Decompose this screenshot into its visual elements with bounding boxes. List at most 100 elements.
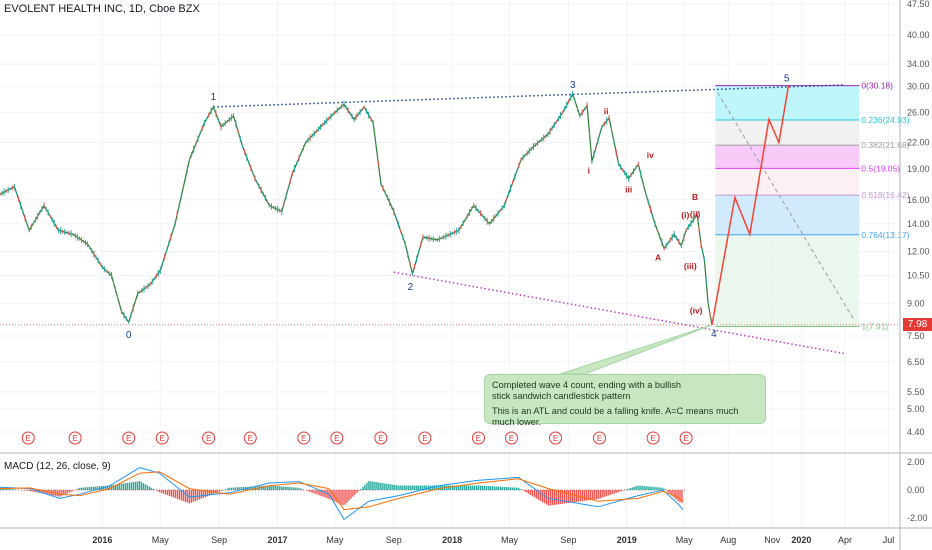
x-tick-label: 2018: [442, 535, 462, 545]
earnings-marker-label: E: [126, 434, 131, 443]
earnings-marker-label: E: [72, 434, 77, 443]
earnings-marker-label: E: [26, 434, 31, 443]
earnings-marker-circle: [297, 431, 311, 445]
earnings-marker-circle: [471, 431, 485, 445]
x-tick-label: Nov: [764, 535, 781, 545]
fib-level-label: 0.236(24.93): [861, 115, 909, 125]
resistance-trend-line: [213, 84, 846, 108]
earnings-marker-label: E: [334, 434, 339, 443]
projection-path: [711, 85, 790, 326]
x-tick-label: Jul: [883, 535, 895, 545]
x-tick-label: Sep: [211, 535, 227, 545]
y-tick-label: 26.00: [907, 107, 930, 117]
wave-label: iv: [647, 150, 654, 160]
earnings-marker-circle: [68, 431, 82, 445]
wave-label: (i): [681, 210, 689, 220]
y-tick-label: 6.50: [907, 357, 925, 367]
macd-y-tick-label: 2.00: [907, 457, 925, 467]
earnings-marker-circle: [155, 431, 169, 445]
x-tick-label: 2019: [617, 535, 637, 545]
note-line-1: Completed wave 4 count, ending with a bu…: [492, 380, 681, 390]
fib-zone: [715, 119, 860, 146]
wave-label: ii: [604, 106, 609, 116]
note-pointer: [559, 324, 713, 375]
x-tick-label: Aug: [720, 535, 736, 545]
x-tick-label: Sep: [560, 535, 576, 545]
wave-label: 5: [784, 74, 790, 85]
x-tick-label: Sep: [386, 535, 402, 545]
wave-label: (ii): [690, 209, 701, 219]
x-tick-label: 2017: [267, 535, 287, 545]
fib-zone: [715, 145, 860, 169]
earnings-marker-circle: [549, 431, 563, 445]
earnings-marker-label: E: [422, 434, 427, 443]
fib-level-label: 0.5(19.05): [861, 163, 900, 173]
y-tick-label: 19.00: [907, 164, 930, 174]
x-tick-label: May: [676, 535, 694, 545]
y-tick-label: 47.50: [907, 0, 930, 9]
y-tick-label: 5.50: [907, 387, 925, 397]
macd-title: MACD (12, 26, close, 9): [4, 461, 111, 472]
earnings-marker-circle: [122, 431, 136, 445]
earnings-marker-circle: [330, 431, 344, 445]
x-tick-label: 2020: [791, 535, 811, 545]
x-tick-label: 2016: [92, 535, 112, 545]
fib-zone: [715, 168, 860, 196]
fib-zone: [715, 195, 860, 235]
wave-label: 0: [126, 330, 132, 341]
macd-line: [0, 467, 684, 521]
earnings-marker-label: E: [509, 434, 514, 443]
y-tick-label: 40.00: [907, 30, 930, 40]
y-tick-label: 7.50: [907, 331, 925, 341]
wave-label: 3: [570, 80, 576, 91]
earnings-marker-circle: [202, 431, 216, 445]
x-tick-label: Apr: [838, 535, 852, 545]
y-tick-label: 22.00: [907, 137, 930, 147]
macd-y-tick-label: 0.00: [907, 485, 925, 495]
earnings-marker-label: E: [476, 434, 481, 443]
y-tick-label: 4.40: [907, 427, 925, 437]
fib-level-label: 1(7.91): [861, 321, 888, 331]
y-tick-label: 10.50: [907, 271, 930, 281]
earnings-marker-circle: [21, 431, 35, 445]
price-series: [0, 91, 713, 326]
x-tick-label: May: [501, 535, 519, 545]
wave-label: 4: [711, 329, 717, 340]
y-tick-label: 16.00: [907, 195, 930, 205]
macd-y-tick-label: -2.00: [907, 513, 928, 523]
earnings-marker-label: E: [160, 434, 165, 443]
x-tick-label: May: [152, 535, 170, 545]
earnings-marker-circle: [504, 431, 518, 445]
support-trend-line: [393, 271, 846, 355]
fib-level-label: 0(30.18): [861, 81, 893, 91]
wave-label: (iii): [684, 261, 697, 271]
earnings-marker-circle: [593, 431, 607, 445]
earnings-marker-circle: [418, 431, 432, 445]
annotation-note[interactable]: Completed wave 4 count, ending with a bu…: [484, 374, 766, 427]
x-tick-label: May: [326, 535, 344, 545]
earnings-marker-circle: [679, 431, 693, 445]
earnings-marker-circle: [374, 431, 388, 445]
fib-level-label: 0.618(16.42): [861, 190, 909, 200]
earnings-marker-label: E: [650, 434, 655, 443]
wave-label: (iv): [690, 305, 703, 315]
y-tick-label: 9.00: [907, 298, 925, 308]
dashed-diagonal: [717, 92, 855, 321]
earnings-marker-label: E: [206, 434, 211, 443]
y-tick-label: 30.00: [907, 82, 930, 92]
projection-line: [711, 85, 790, 326]
wave-label: i: [588, 165, 590, 175]
note-line-1b: stick sandwich candlestick pattern: [492, 391, 631, 401]
fib-level-label: 0.764(13.17): [861, 230, 909, 240]
wave-label: 2: [408, 282, 414, 293]
y-tick-label: 5.00: [907, 404, 925, 414]
wave-label: iii: [625, 185, 632, 195]
last-price-tag: 7.98: [903, 318, 932, 331]
wave-label: B: [692, 192, 698, 202]
earnings-marker-label: E: [553, 434, 558, 443]
price-line: [0, 92, 713, 326]
